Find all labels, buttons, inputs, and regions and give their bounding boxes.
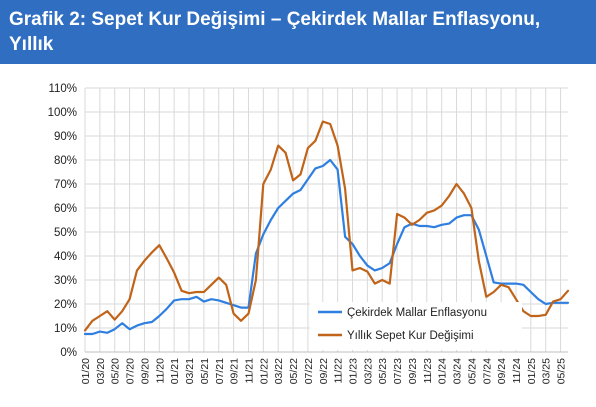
- y-tick-label: 100%: [48, 107, 77, 119]
- line-chart: 0% 10% 20% 30% 40% 50% 60% 70% 80% 90% 100% 110% 01/…: [48, 83, 570, 384]
- y-tick-label: 10%: [54, 323, 77, 335]
- y-tick-label: 20%: [54, 299, 77, 311]
- series-lines: [83, 120, 570, 336]
- legend: Çekirdek Mallar Enflasyonu Yıllık Sepet …: [310, 302, 522, 350]
- x-tick-label: 01/23: [348, 358, 360, 384]
- x-tick-label: 03/23: [362, 358, 374, 384]
- x-tick-label: 07/23: [392, 358, 404, 384]
- y-tick-label: 0%: [60, 347, 77, 359]
- x-tick-label: 11/20: [154, 358, 166, 384]
- x-tick-label: 03/21: [184, 358, 196, 384]
- x-tick-label: 01/20: [80, 358, 92, 384]
- y-tick-label: 90%: [54, 131, 77, 143]
- x-tick-label: 03/25: [541, 358, 553, 384]
- x-tick-label: 07/24: [481, 358, 493, 384]
- y-tick-label: 70%: [54, 179, 77, 191]
- x-tick-label: 11/23: [422, 358, 434, 384]
- x-tick-label: 01/22: [258, 358, 270, 384]
- x-tick-label: 05/20: [110, 358, 122, 384]
- x-tick-label: 05/23: [377, 358, 389, 384]
- x-tick-label: 05/22: [288, 358, 300, 384]
- y-tick-label: 80%: [54, 155, 77, 167]
- series-line-basket-fx: [83, 120, 570, 332]
- x-tick-label: 09/23: [407, 358, 419, 384]
- x-tick-label: 01/21: [169, 358, 181, 384]
- y-tick-label: 60%: [54, 203, 77, 215]
- series-line-core-goods: [83, 158, 570, 336]
- x-tick-label: 07/22: [303, 358, 315, 384]
- x-tick-label: 05/21: [199, 358, 211, 384]
- chart-title: Grafik 2: Sepet Kur Değişimi – Çekirdek …: [9, 9, 541, 55]
- x-tick-label: 09/22: [318, 358, 330, 384]
- x-tick-label: 09/21: [229, 358, 241, 384]
- axes: 0% 10% 20% 30% 40% 50% 60% 70% 80% 90% 100% 110% 01/…: [48, 83, 568, 384]
- x-tick-label: 03/24: [452, 358, 464, 384]
- legend-label-basket-fx: Yıllık Sepet Kur Değişimi: [347, 330, 474, 342]
- x-tick-label: 07/21: [214, 358, 226, 384]
- legend-label-core-goods: Çekirdek Mallar Enflasyonu: [347, 307, 487, 319]
- x-tick-label: 05/24: [466, 358, 478, 384]
- x-tick-label: 01/25: [526, 358, 538, 384]
- x-tick-label: 11/22: [333, 358, 345, 384]
- y-tick-label: 50%: [54, 227, 77, 239]
- x-tick-label: 11/21: [243, 358, 255, 384]
- chart-title-bar: Grafik 2: Sepet Kur Değişimi – Çekirdek …: [0, 0, 596, 64]
- y-tick-label: 40%: [54, 251, 77, 263]
- x-tick-label: 03/20: [95, 358, 107, 384]
- x-tick-label: 01/24: [437, 358, 449, 384]
- x-tick-label: 09/20: [139, 358, 151, 384]
- y-tick-label: 30%: [54, 275, 77, 287]
- x-tick-label: 05/25: [556, 358, 568, 384]
- x-tick-label: 03/22: [273, 358, 285, 384]
- legend-background: [310, 302, 522, 350]
- y-tick-label: 110%: [48, 83, 77, 95]
- x-tick-label: 09/24: [496, 358, 508, 384]
- x-tick-label: 07/20: [125, 358, 137, 384]
- x-tick-label: 11/24: [511, 358, 523, 384]
